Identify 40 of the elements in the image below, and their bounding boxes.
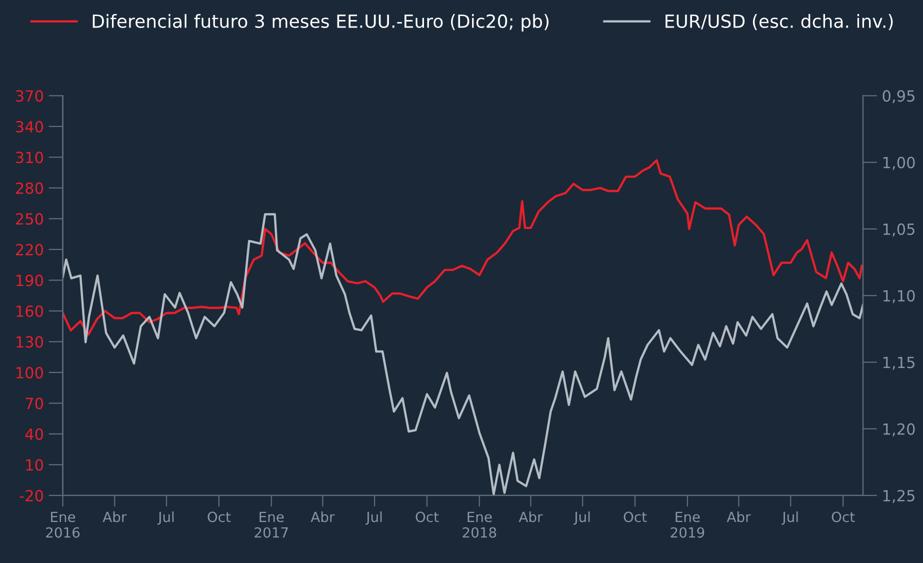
x-tick-label: Oct [416, 512, 439, 522]
y-tick-label: 280 [16, 182, 43, 194]
y2-tick-label: 0,95 [882, 90, 914, 104]
y-tick-label: 190 [16, 274, 43, 286]
x-tick-label: Jul [782, 511, 798, 525]
x-tick-label: Ene 2018 [462, 512, 496, 538]
legend-label: EUR/USD (esc. dcha. inv.) [666, 14, 893, 30]
y-tick-label: 100 [16, 366, 43, 378]
x-tick-label: Oct [832, 512, 855, 522]
y-tick-label: 340 [16, 120, 43, 132]
y-tick-label: 40 [25, 428, 43, 440]
x-tick-label: Ene 2016 [46, 512, 80, 538]
y-tick-label: 70 [26, 398, 43, 410]
y-tick-label: 250 [16, 213, 43, 225]
y2-tick-label: 1,15 [883, 356, 914, 370]
x-tick-label: Ene 2017 [254, 512, 288, 538]
x-tick-label: Jul [157, 511, 174, 525]
y-tick-label: 160 [16, 305, 43, 317]
x-tick-label: Abr [518, 511, 543, 522]
y2-tick-label: 1,25 [883, 490, 914, 504]
y-tick-label: 10 [26, 459, 43, 471]
y2-tick-label: 1,20 [883, 423, 915, 436]
line-series [62, 159, 863, 336]
x-tick-label: Oct [208, 512, 231, 522]
x-tick-label: Jul [365, 511, 382, 525]
legend-label: Diferencial futuro 3 meses EE.UU.-Euro (Dic20; pb) [92, 14, 549, 32]
y-tick-label: 310 [16, 152, 43, 164]
y2-tick-label: 1,05 [883, 223, 914, 237]
y-tick-label: 130 [16, 336, 43, 348]
x-tick-label: Ene 2019 [670, 512, 704, 538]
y-tick-label: 370 [16, 90, 43, 102]
y2-tick-label: 1,00 [883, 156, 915, 170]
x-tick-label: Oct [624, 512, 647, 522]
x-tick-label: Abr [726, 511, 751, 522]
y-tick-label: 220 [16, 244, 43, 256]
y-tick-label: -20 [20, 490, 43, 502]
x-tick-label: Jul [573, 511, 590, 525]
y2-tick-label: 1,10 [883, 290, 915, 304]
x-tick-label: Abr [102, 511, 127, 522]
x-tick-label: Abr [310, 511, 335, 522]
